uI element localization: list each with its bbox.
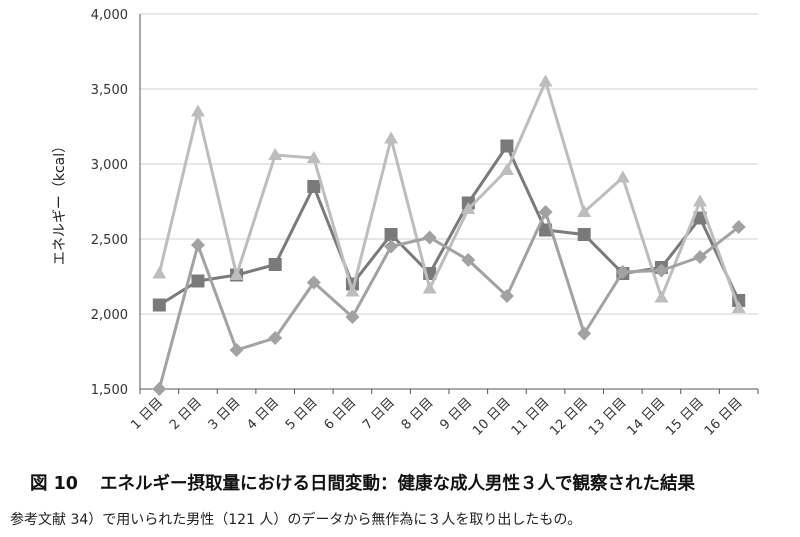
figure-caption-title: 図 10 エネルギー摂取量における日間変動：健康な成人男性３人で観察された結果 [30, 470, 800, 495]
y-tick-labels: 1,500 2,000 2,500 3,000 3,500 4,000 [91, 8, 128, 398]
x-tick-label: 16 日目 [702, 395, 746, 439]
figure-caption-note: 参考文献 34）で用いられた男性（121 人）のデータから無作為に３人を取り出し… [10, 512, 582, 528]
figure-number: 図 10 [30, 474, 78, 494]
data-point-diamond [615, 265, 630, 279]
data-point-diamond [538, 205, 553, 219]
data-point-square [384, 228, 398, 241]
grid-lines [140, 13, 758, 315]
x-tick-label: 5 日目 [283, 395, 321, 433]
data-point-diamond [499, 289, 514, 303]
data-point-triangle [152, 266, 167, 279]
x-tick-label: 11 日目 [509, 395, 553, 439]
x-tick-label: 10 日目 [470, 395, 514, 439]
data-point-diamond [577, 326, 592, 341]
data-point-square [307, 180, 321, 193]
data-point-diamond [152, 382, 167, 396]
series-line [158, 144, 741, 307]
y-tick-label: 2,000 [91, 308, 128, 323]
data-point-triangle [229, 268, 244, 280]
data-point-triangle [499, 163, 514, 175]
data-point-diamond [654, 263, 669, 278]
y-tick-label: 3,500 [91, 83, 128, 98]
x-tick-label: 6 日目 [322, 395, 360, 433]
figure-title: エネルギー摂取量における日間変動：健康な成人男性３人で観察された結果 [99, 474, 695, 494]
data-point-triangle [268, 148, 283, 160]
data-point-square [191, 274, 205, 288]
data-point-square [577, 228, 591, 241]
series-line [157, 80, 741, 309]
series-diamond [152, 205, 746, 396]
data-point-square [152, 298, 166, 312]
x-tick-label: 2 日目 [167, 395, 205, 433]
axes [139, 14, 759, 394]
data-point-triangle [615, 170, 630, 183]
data-point-diamond [229, 343, 244, 357]
x-tick-label: 8 日目 [399, 395, 437, 433]
data-point-diamond [731, 220, 746, 234]
y-tick-label: 3,000 [91, 158, 128, 173]
y-axis-label: エネルギー（kcal） [52, 139, 68, 265]
data-point-triangle [422, 281, 437, 294]
data-point-diamond [190, 238, 205, 252]
data-point-diamond [693, 250, 708, 264]
y-tick-label: 1,500 [91, 383, 128, 398]
data-point-triangle [306, 151, 321, 163]
line-chart: 1,500 2,000 2,500 3,000 3,500 4,000 1 日目 2 日目 3… [52, 8, 759, 439]
data-point-triangle [461, 202, 476, 214]
data-point-diamond [384, 239, 399, 254]
data-point-diamond [268, 331, 283, 345]
series-group [152, 74, 746, 396]
data-point-triangle [693, 194, 708, 207]
data-point-triangle [190, 104, 205, 117]
x-tick-label: 12 日目 [547, 395, 591, 439]
x-tick-label: 4 日目 [244, 395, 282, 433]
x-tick-label: 7 日目 [360, 395, 398, 433]
x-tick-label: 3 日目 [206, 395, 244, 433]
data-point-square [500, 139, 514, 153]
y-tick-label: 4,000 [91, 8, 128, 23]
series-triangle [152, 74, 746, 313]
data-point-triangle [577, 205, 592, 217]
x-tick-label: 15 日目 [663, 395, 707, 439]
data-point-square [268, 258, 282, 271]
data-point-diamond [461, 253, 476, 267]
data-point-diamond [345, 310, 360, 324]
x-tick-label: 9 日目 [437, 395, 475, 433]
data-point-triangle [384, 131, 399, 144]
x-tick-label: 1 日目 [128, 395, 166, 433]
data-point-diamond [306, 275, 321, 290]
data-point-triangle [345, 284, 360, 297]
series-line [157, 210, 740, 390]
x-tick-label: 14 日目 [625, 395, 669, 439]
data-point-triangle [654, 290, 669, 303]
y-tick-label: 2,500 [91, 233, 128, 248]
data-point-triangle [731, 301, 746, 313]
x-tick-label: 13 日目 [586, 395, 630, 439]
data-point-triangle [538, 74, 553, 87]
data-point-diamond [422, 230, 437, 245]
